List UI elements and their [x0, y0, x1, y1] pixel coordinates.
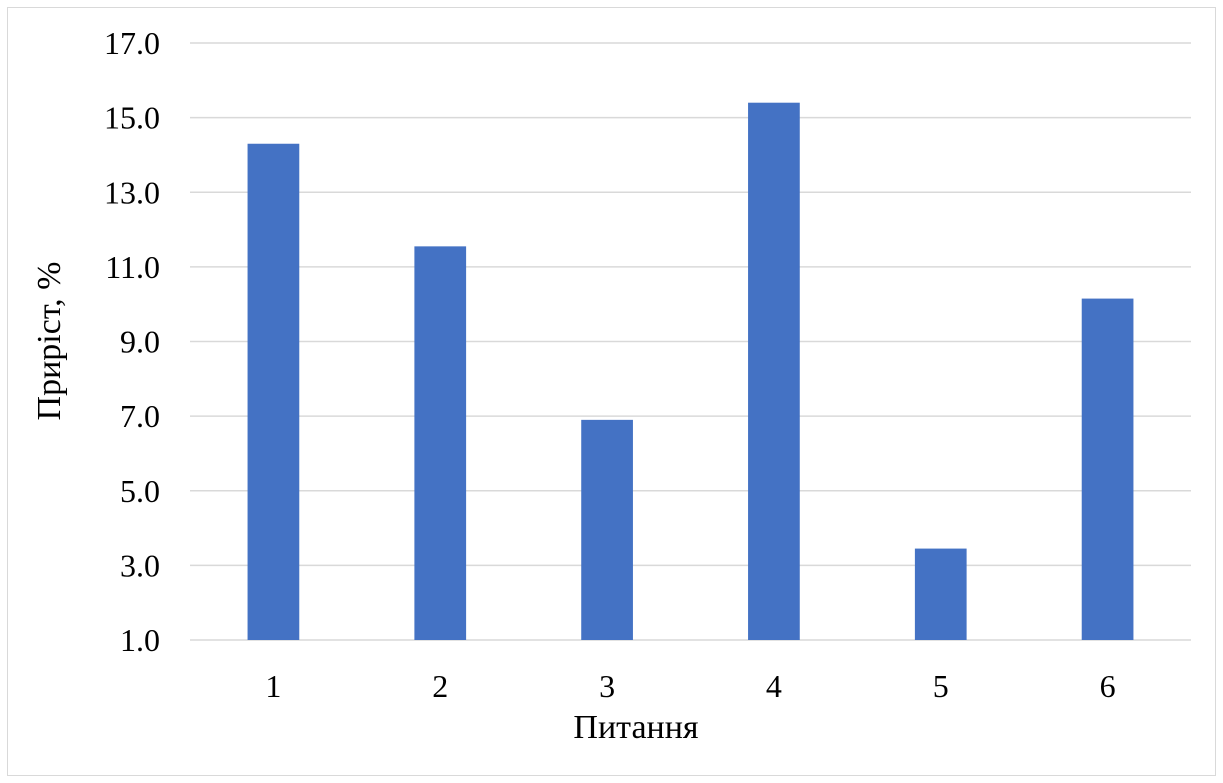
x-tick-label: 6: [1100, 668, 1116, 704]
x-tick-label: 5: [933, 668, 949, 704]
y-tick-label: 15.0: [104, 100, 160, 136]
y-tick-label: 11.0: [105, 249, 160, 285]
x-tick-labels: 1 2 3 4 5 6: [265, 668, 1115, 704]
y-tick-label: 3.0: [120, 547, 160, 583]
y-tick-label: 13.0: [104, 174, 160, 210]
bar-1: [247, 143, 300, 640]
x-tick-label: 4: [766, 668, 782, 704]
bar-5: [914, 548, 967, 640]
y-tick-label: 9.0: [120, 324, 160, 360]
y-tick-labels: 1.0 3.0 5.0 7.0 9.0 11.0 13.0 15.0 17.0: [104, 25, 160, 658]
y-tick-label: 1.0: [120, 622, 160, 658]
x-tick-label: 1: [265, 668, 281, 704]
bar-4: [748, 102, 800, 640]
y-tick-label: 5.0: [120, 473, 160, 509]
gridlines: [190, 42, 1191, 641]
bars: [247, 102, 1134, 640]
chart-frame: [7, 7, 1216, 776]
y-tick-label: 17.0: [104, 25, 160, 61]
x-tick-label: 3: [599, 668, 615, 704]
x-tick-label: 2: [432, 668, 448, 704]
x-axis-label: Питання: [573, 709, 699, 746]
y-tick-label: 7.0: [120, 398, 160, 434]
bar-6: [1081, 298, 1134, 640]
y-axis-label: Приріст, %: [31, 262, 68, 421]
bar-3: [581, 419, 633, 640]
bar-2: [414, 246, 467, 640]
